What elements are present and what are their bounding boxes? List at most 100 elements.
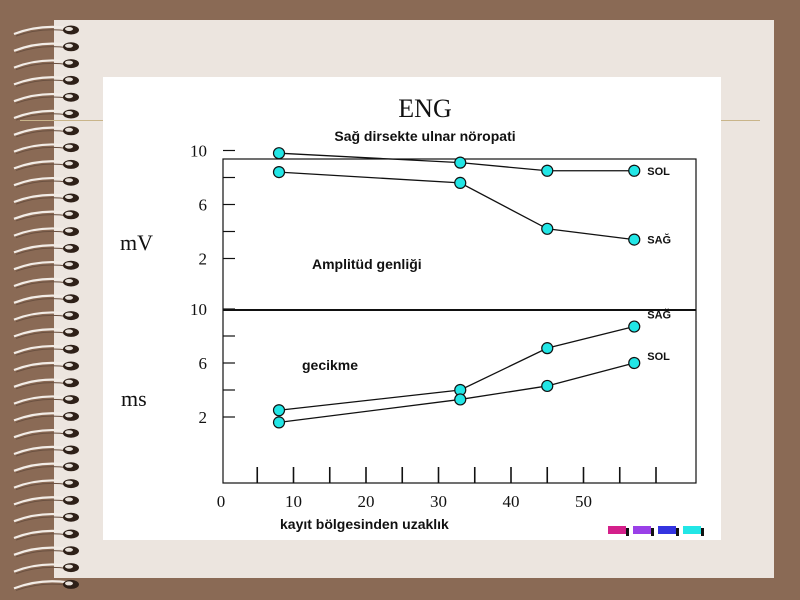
series-line-amp-sol bbox=[278, 152, 635, 172]
swatch-shadow bbox=[676, 528, 679, 536]
binding-hole-highlight bbox=[65, 430, 73, 435]
data-point bbox=[628, 233, 641, 246]
binding-hole-highlight bbox=[65, 279, 73, 283]
binding-hole-highlight bbox=[65, 77, 73, 82]
x-tick-label: 0 bbox=[217, 492, 226, 511]
series-line-lat-sol bbox=[278, 362, 635, 424]
binding-hole-highlight bbox=[65, 111, 73, 115]
coil bbox=[13, 311, 69, 321]
coil bbox=[13, 25, 69, 36]
coil bbox=[13, 193, 69, 204]
series-label: SOL bbox=[647, 351, 670, 363]
coil bbox=[13, 479, 69, 489]
coil bbox=[13, 76, 69, 86]
coil bbox=[13, 378, 69, 388]
binding-hole-highlight bbox=[65, 144, 73, 149]
x-axis-label: kayıt bölgesinden uzaklık bbox=[280, 516, 449, 532]
data-point bbox=[541, 164, 554, 177]
data-point bbox=[454, 393, 467, 406]
chart-title: ENG bbox=[398, 94, 451, 123]
binding-hole-highlight bbox=[65, 161, 73, 166]
y-tick-label: 2 bbox=[199, 250, 208, 269]
binding-hole-highlight bbox=[65, 480, 73, 485]
swatch-shadow bbox=[651, 528, 654, 536]
binding-hole-highlight bbox=[65, 363, 73, 367]
coil bbox=[13, 412, 69, 422]
y-tick-label: 10 bbox=[190, 142, 207, 161]
chart-subtitle: Sağ dirsekte ulnar nöropati bbox=[334, 128, 515, 144]
x-tick-label: 50 bbox=[575, 492, 592, 511]
binding-hole-highlight bbox=[65, 178, 73, 183]
coil bbox=[13, 42, 69, 52]
swatch-shadow bbox=[701, 528, 704, 536]
coil bbox=[13, 344, 69, 355]
binding-hole-highlight bbox=[65, 312, 73, 317]
coil bbox=[13, 546, 69, 556]
coil bbox=[13, 361, 69, 372]
x-tick-label: 20 bbox=[358, 492, 375, 511]
data-point bbox=[272, 165, 286, 179]
coil bbox=[13, 176, 69, 187]
binding-hole-highlight bbox=[65, 547, 73, 552]
data-point bbox=[541, 222, 554, 235]
coil bbox=[13, 109, 69, 120]
binding-hole-highlight bbox=[65, 127, 73, 132]
series-label: SOL bbox=[647, 166, 670, 178]
coil bbox=[13, 445, 69, 456]
x-tick-label: 30 bbox=[430, 492, 447, 511]
data-point bbox=[272, 416, 286, 429]
series-label: SAĞ bbox=[647, 234, 671, 247]
binding-hole-highlight bbox=[65, 379, 73, 384]
data-point bbox=[628, 356, 641, 370]
binding-hole-highlight bbox=[65, 245, 73, 250]
x-tick-label: 40 bbox=[503, 492, 520, 511]
binding-hole-highlight bbox=[65, 60, 73, 65]
data-point bbox=[541, 379, 554, 393]
binding-hole-highlight bbox=[65, 27, 73, 31]
color-swatch bbox=[658, 526, 676, 534]
bottom-ylabel: ms bbox=[121, 386, 147, 411]
color-swatches bbox=[608, 526, 704, 536]
data-point bbox=[454, 156, 467, 169]
data-point bbox=[272, 147, 286, 160]
coil bbox=[13, 92, 69, 103]
y-tick-label: 6 bbox=[199, 196, 208, 215]
data-point bbox=[628, 164, 641, 177]
binding-hole-highlight bbox=[65, 346, 73, 351]
coil bbox=[13, 462, 69, 472]
binding-hole-highlight bbox=[65, 211, 73, 216]
coil bbox=[13, 395, 69, 405]
coil bbox=[13, 59, 69, 69]
eng-chart: ENG Sağ dirsekte ulnar nöropati Amplitüd… bbox=[120, 94, 697, 532]
top-panel-label: Amplitüd genliği bbox=[312, 256, 422, 272]
data-point bbox=[541, 342, 554, 355]
data-point bbox=[454, 176, 467, 190]
coil bbox=[13, 227, 69, 237]
coil bbox=[13, 143, 69, 153]
binding-hole-highlight bbox=[65, 43, 73, 48]
coil bbox=[13, 160, 69, 170]
binding-hole-highlight bbox=[65, 228, 73, 233]
series-label: SAĞ bbox=[647, 309, 671, 322]
top-ylabel: mV bbox=[120, 230, 153, 255]
binding-hole-highlight bbox=[65, 94, 73, 99]
y-tick-label: 10 bbox=[190, 300, 207, 319]
coil bbox=[13, 496, 69, 506]
coil bbox=[13, 244, 69, 254]
binding-hole-highlight bbox=[65, 564, 73, 569]
binding-hole-highlight bbox=[65, 195, 73, 199]
binding-hole-highlight bbox=[65, 581, 73, 586]
binding-hole-highlight bbox=[65, 497, 73, 502]
color-swatch bbox=[683, 526, 701, 534]
swatch-shadow bbox=[626, 528, 629, 536]
binding-hole-highlight bbox=[65, 413, 73, 418]
binding-hole-highlight bbox=[65, 447, 73, 451]
y-tick-label: 2 bbox=[199, 408, 208, 427]
coil bbox=[13, 328, 69, 338]
data-point bbox=[272, 404, 286, 417]
coil bbox=[13, 428, 69, 439]
binding-hole-highlight bbox=[65, 295, 73, 300]
binding-hole-highlight bbox=[65, 531, 73, 535]
binding-hole-highlight bbox=[65, 514, 73, 519]
data-point bbox=[628, 320, 641, 333]
